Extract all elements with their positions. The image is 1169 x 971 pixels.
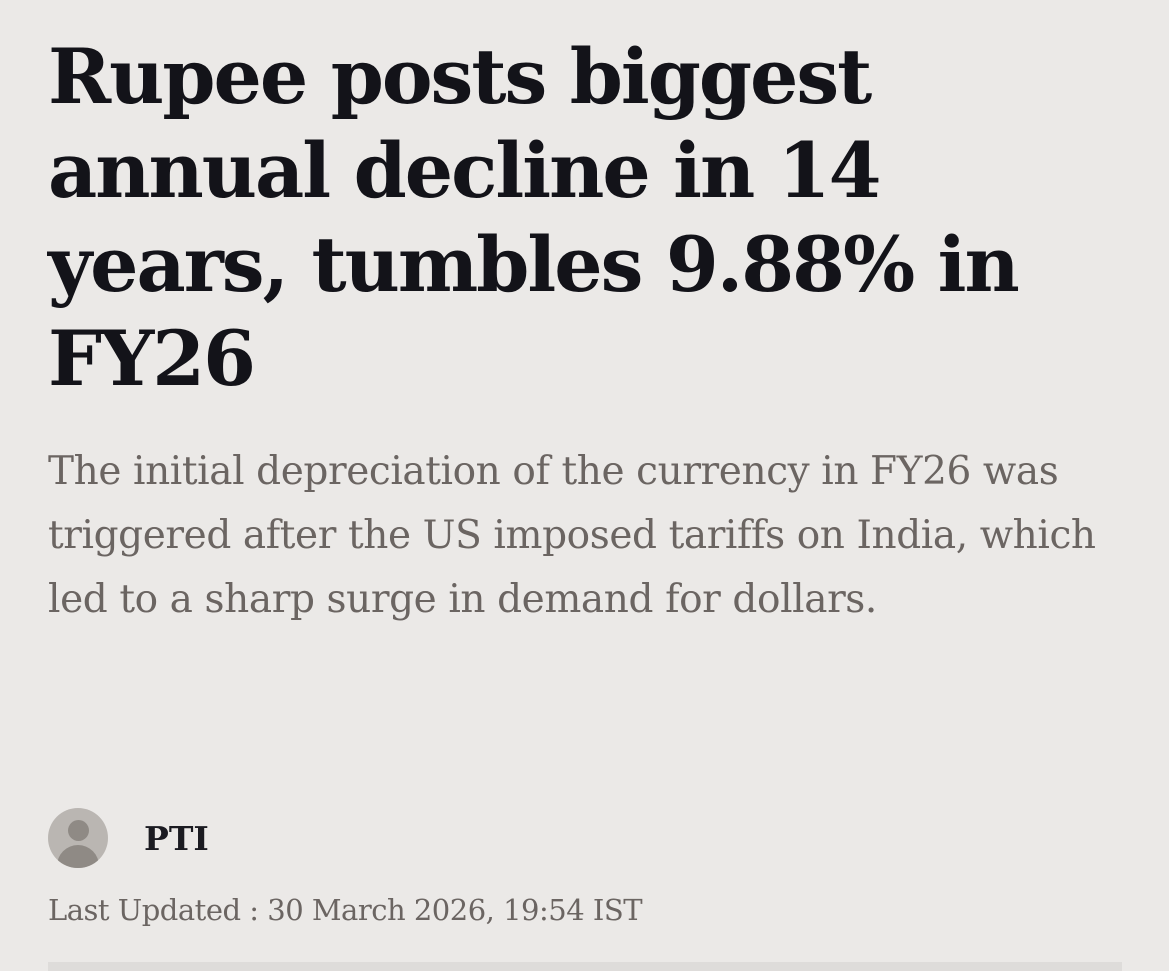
content-placeholder-bar [48, 962, 1122, 971]
user-avatar-icon [48, 808, 108, 868]
article-summary: The initial depreciation of the currency… [48, 449, 1096, 622]
byline: PTI [48, 808, 209, 868]
last-updated: Last Updated : 30 March 2026, 19:54 IST [48, 893, 643, 927]
headline: Rupee posts biggest annual decline in 14… [48, 32, 1020, 403]
author-name[interactable]: PTI [144, 818, 209, 858]
article-header: Rupee posts biggest annual decline in 14… [48, 30, 1133, 632]
